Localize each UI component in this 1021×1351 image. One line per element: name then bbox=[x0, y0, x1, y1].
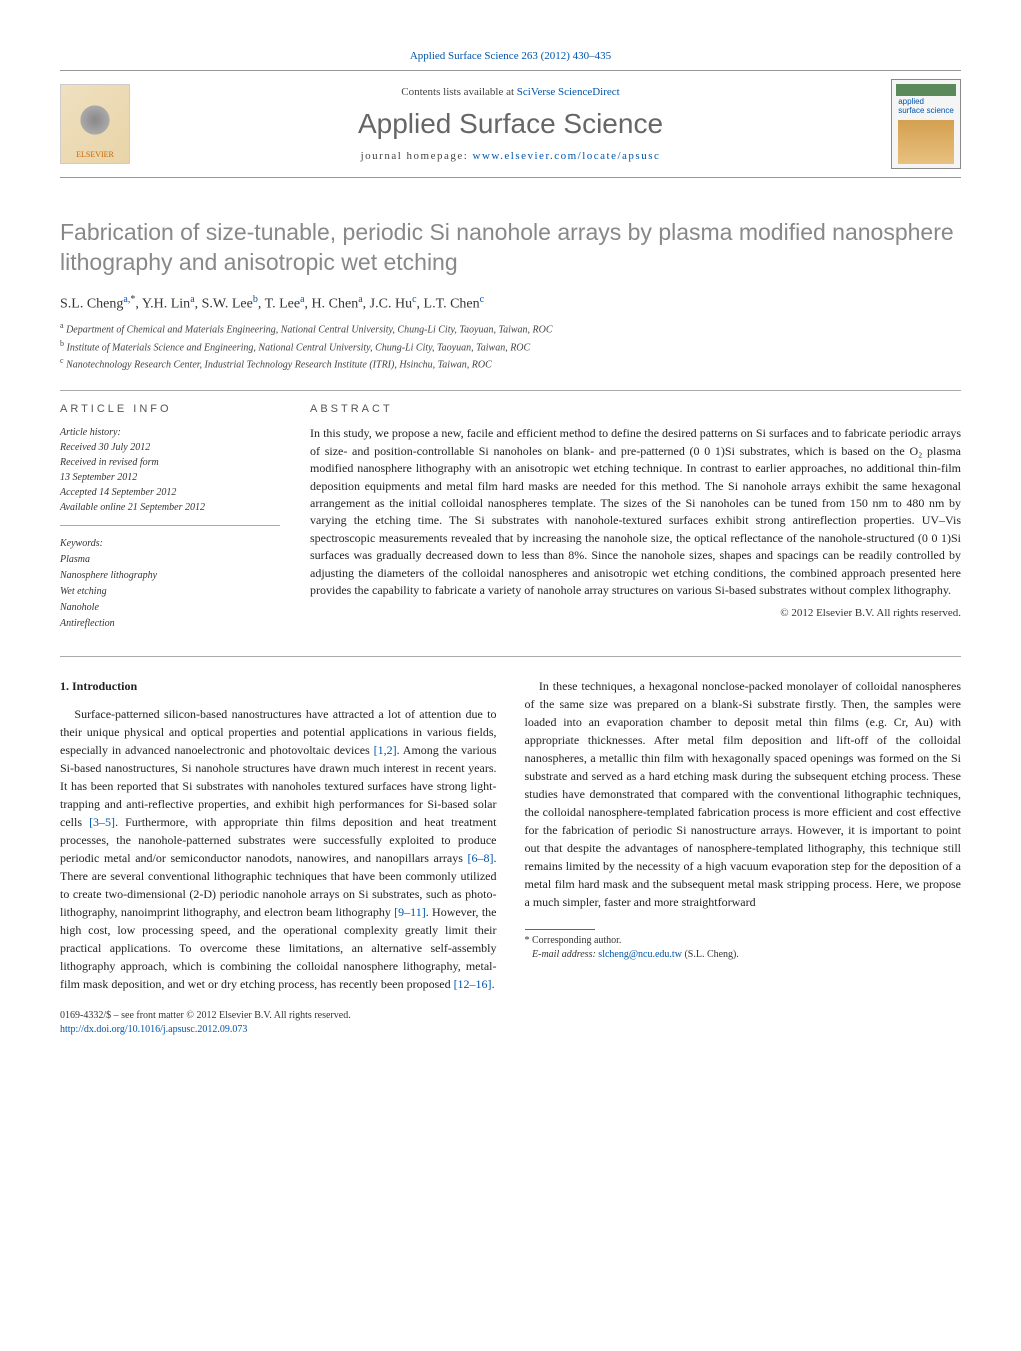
elsevier-label: ELSEVIER bbox=[76, 150, 114, 159]
affiliations: a Department of Chemical and Materials E… bbox=[60, 320, 961, 372]
ref-link[interactable]: [9–11] bbox=[394, 905, 426, 919]
header-citation: Applied Surface Science 263 (2012) 430–4… bbox=[60, 50, 961, 62]
article-title: Fabrication of size-tunable, periodic Si… bbox=[60, 218, 961, 278]
section-title: 1. Introduction bbox=[60, 677, 497, 695]
footnote-rule bbox=[525, 929, 595, 930]
body-text: 1. Introduction Surface-patterned silico… bbox=[60, 677, 961, 993]
doi-link[interactable]: http://dx.doi.org/10.1016/j.apsusc.2012.… bbox=[60, 1024, 247, 1035]
corresponding-author: * Corresponding author. E-mail address: … bbox=[525, 934, 962, 962]
sciencedirect-link[interactable]: SciVerse ScienceDirect bbox=[517, 86, 620, 98]
divider bbox=[60, 390, 961, 391]
abstract-text: In this study, we propose a new, facile … bbox=[310, 425, 961, 599]
abstract: abstract In this study, we propose a new… bbox=[310, 403, 961, 632]
contents-line: Contents lists available at SciVerse Sci… bbox=[130, 86, 891, 98]
cover-image-icon bbox=[898, 120, 954, 164]
homepage-line: journal homepage: www.elsevier.com/locat… bbox=[130, 150, 891, 162]
keywords: Keywords: Plasma Nanosphere lithography … bbox=[60, 536, 280, 632]
abstract-heading: abstract bbox=[310, 403, 961, 415]
elsevier-tree-icon bbox=[75, 100, 115, 150]
citation-link[interactable]: Applied Surface Science 263 (2012) 430–4… bbox=[410, 50, 611, 62]
article-history: Article history: Received 30 July 2012 R… bbox=[60, 425, 280, 526]
header-center: Contents lists available at SciVerse Sci… bbox=[130, 86, 891, 162]
ref-link[interactable]: [6–8] bbox=[468, 851, 494, 865]
header-bar: ELSEVIER Contents lists available at Sci… bbox=[60, 70, 961, 178]
ref-link[interactable]: [3–5] bbox=[89, 815, 115, 829]
email-link[interactable]: slcheng@ncu.edu.tw bbox=[598, 949, 682, 960]
divider bbox=[60, 656, 961, 657]
homepage-link[interactable]: www.elsevier.com/locate/apsusc bbox=[473, 150, 661, 162]
cover-text: appliedsurface science bbox=[898, 98, 954, 116]
cover-bar-icon bbox=[896, 84, 956, 96]
copyright: © 2012 Elsevier B.V. All rights reserved… bbox=[310, 607, 961, 619]
ref-link[interactable]: [1,2] bbox=[374, 743, 397, 757]
article-info-heading: article info bbox=[60, 403, 280, 415]
article-info: article info Article history: Received 3… bbox=[60, 403, 280, 632]
authors: S.L. Chenga,*, Y.H. Lina, S.W. Leeb, T. … bbox=[60, 294, 961, 313]
ref-link[interactable]: [12–16] bbox=[454, 977, 492, 991]
footer: 0169-4332/$ – see front matter © 2012 El… bbox=[60, 1009, 961, 1037]
journal-title: Applied Surface Science bbox=[130, 108, 891, 140]
elsevier-logo: ELSEVIER bbox=[60, 84, 130, 164]
journal-cover-thumb: appliedsurface science bbox=[891, 79, 961, 169]
